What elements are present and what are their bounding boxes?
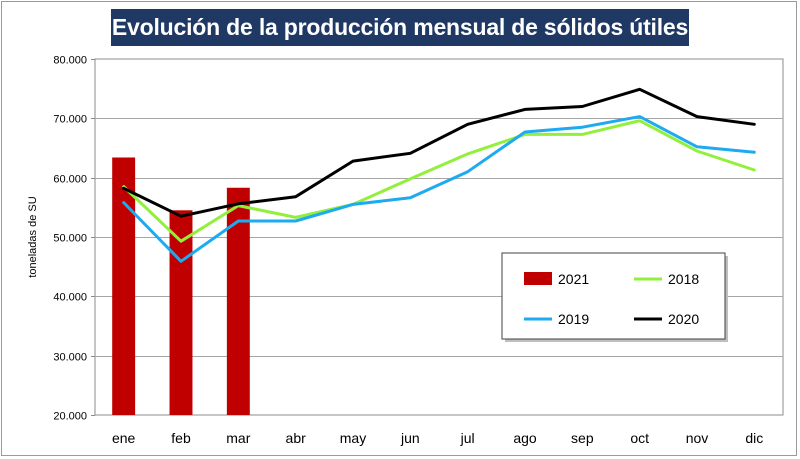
legend-label-2018: 2018 — [668, 271, 699, 287]
line-2018 — [122, 119, 756, 243]
y-tick-label: 50.000 — [53, 233, 87, 245]
bar-2021-mar — [226, 187, 250, 415]
x-tick-label: abr — [286, 430, 307, 446]
legend-label-2019: 2019 — [558, 311, 589, 327]
x-tick-label: may — [340, 430, 366, 446]
legend-label-2020: 2020 — [668, 311, 699, 327]
y-tick-label: 20.000 — [53, 411, 87, 423]
y-tick-label: 30.000 — [53, 352, 87, 364]
x-tick-label: ago — [513, 430, 537, 446]
line-2020 — [122, 87, 756, 218]
x-tick-label: sep — [571, 430, 594, 446]
x-tick-label: nov — [686, 430, 709, 446]
bar-2021-feb — [169, 210, 193, 415]
x-tick-label: mar — [226, 430, 250, 446]
bar-2021-ene — [112, 157, 136, 415]
legend-swatch-2021 — [524, 272, 552, 285]
x-tick-label: ene — [112, 430, 136, 446]
x-tick-label: feb — [171, 430, 191, 446]
y-tick-label: 80.000 — [53, 55, 87, 67]
chart-title: Evolución de la producción mensual de só… — [111, 9, 689, 46]
x-tick-label: dic — [745, 430, 763, 446]
x-tick-label: oct — [630, 430, 649, 446]
x-tick-label: jun — [400, 430, 420, 446]
y-tick-label: 40.000 — [53, 292, 87, 304]
x-tick-label: jul — [460, 430, 475, 446]
y-tick-label: 70.000 — [53, 114, 87, 126]
legend-label-2021: 2021 — [558, 271, 589, 287]
line-2019 — [122, 115, 756, 263]
legend-box — [501, 252, 726, 340]
y-tick-label: 60.000 — [53, 174, 87, 186]
